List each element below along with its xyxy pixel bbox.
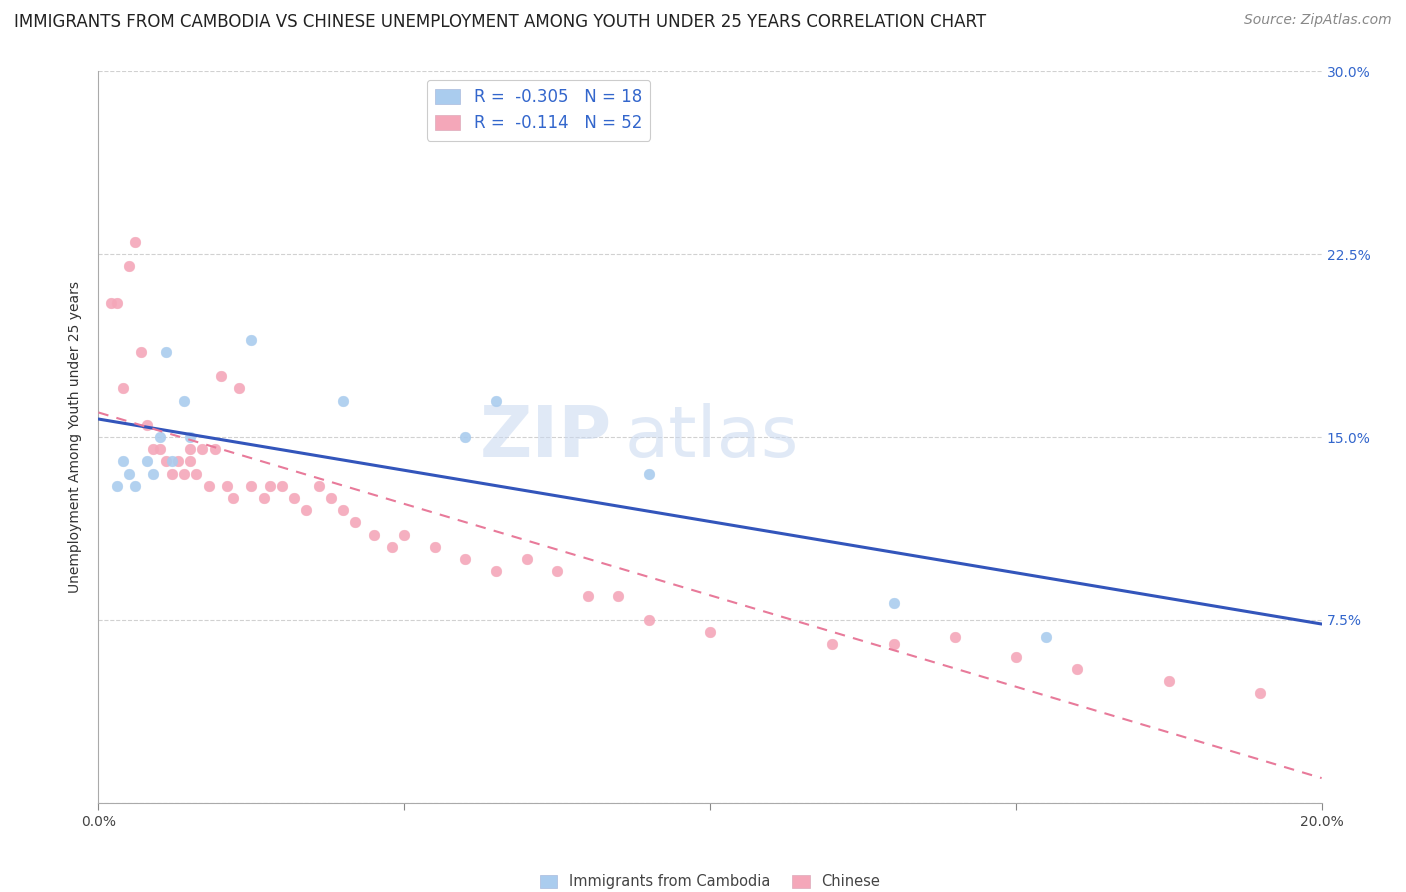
Point [111,381,134,395]
Point [204,442,226,457]
Point [222,491,245,505]
Y-axis label: Unemployment Among Youth under 25 years: Unemployment Among Youth under 25 years [69,281,83,593]
Point [319,491,342,505]
Point [332,393,354,408]
Point [167,454,190,468]
Point [124,479,146,493]
Point [607,589,630,603]
Point [142,467,165,481]
Point [1157,673,1180,688]
Point [576,589,599,603]
Legend: Immigrants from Cambodia, Chinese: Immigrants from Cambodia, Chinese [534,869,886,892]
Point [1249,686,1271,700]
Point [344,516,367,530]
Point [118,467,141,481]
Point [252,491,274,505]
Point [240,479,263,493]
Point [308,479,330,493]
Point [259,479,281,493]
Point [637,613,661,627]
Point [883,637,905,651]
Point [295,503,318,517]
Text: ZIP: ZIP [479,402,612,472]
Point [100,296,122,310]
Point [1004,649,1026,664]
Point [129,344,152,359]
Point [155,454,177,468]
Point [516,552,538,566]
Point [332,503,354,517]
Point [149,442,172,457]
Point [105,479,128,493]
Point [118,260,141,274]
Point [160,454,183,468]
Point [142,442,165,457]
Point [215,479,238,493]
Point [191,442,214,457]
Point [381,540,404,554]
Point [173,467,195,481]
Point [546,564,568,578]
Point [283,491,305,505]
Point [423,540,446,554]
Text: IMMIGRANTS FROM CAMBODIA VS CHINESE UNEMPLOYMENT AMONG YOUTH UNDER 25 YEARS CORR: IMMIGRANTS FROM CAMBODIA VS CHINESE UNEM… [14,13,986,31]
Point [270,479,292,493]
Point [392,527,416,541]
Point [363,527,385,541]
Point [186,467,208,481]
Point [179,442,201,457]
Point [240,333,263,347]
Text: atlas: atlas [624,402,799,472]
Point [699,625,721,640]
Point [124,235,146,249]
Point [179,430,201,444]
Point [197,479,219,493]
Point [179,454,201,468]
Point [1066,662,1088,676]
Point [136,417,159,432]
Point [637,467,661,481]
Point [454,430,477,444]
Point [485,564,508,578]
Point [883,596,905,610]
Point [149,430,172,444]
Point [155,344,177,359]
Point [209,369,232,384]
Point [105,296,128,310]
Point [485,393,508,408]
Point [1035,630,1057,644]
Point [454,552,477,566]
Point [111,454,134,468]
Point [136,454,159,468]
Point [228,381,250,395]
Point [821,637,844,651]
Point [173,393,195,408]
Text: Source: ZipAtlas.com: Source: ZipAtlas.com [1244,13,1392,28]
Point [943,630,966,644]
Point [160,467,183,481]
